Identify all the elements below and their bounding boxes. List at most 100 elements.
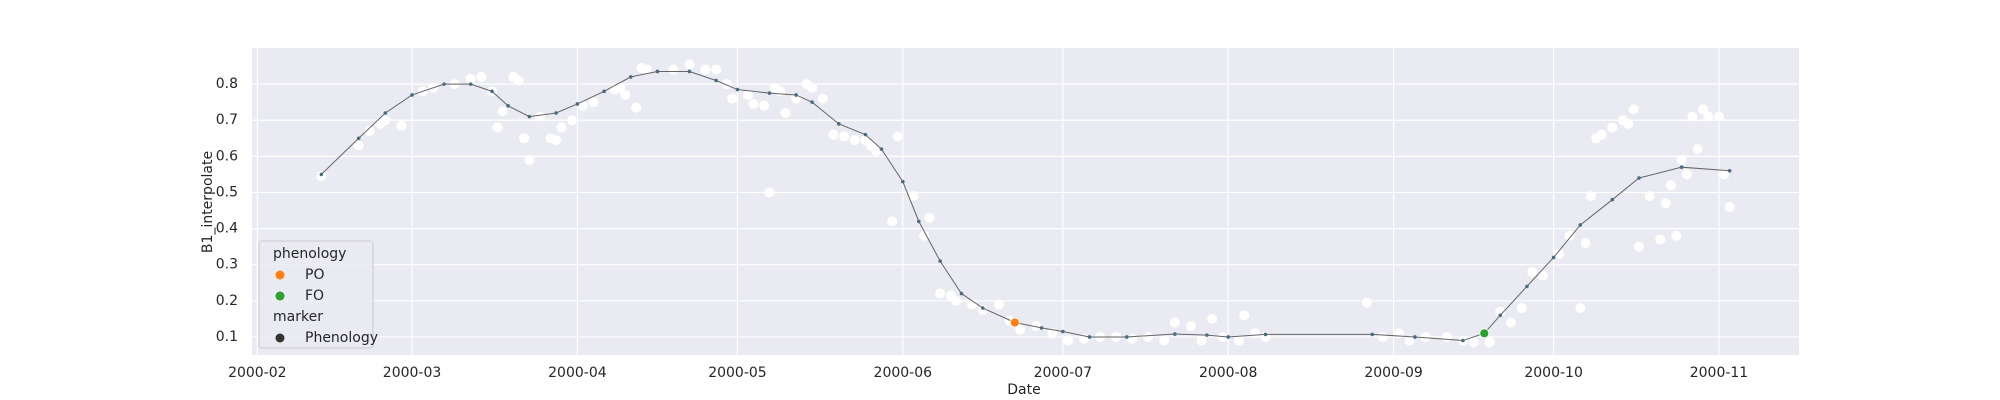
observation-point — [748, 98, 759, 109]
observation-point — [615, 82, 626, 93]
observation-point — [497, 106, 508, 117]
observation-point — [513, 75, 524, 86]
legend-label: PO — [305, 267, 324, 283]
observation-point — [908, 191, 919, 202]
legend-swatch — [275, 291, 285, 301]
interpolated-point — [527, 114, 532, 119]
observation-point — [556, 122, 567, 133]
observation-point — [364, 126, 375, 137]
interpolated-point — [628, 75, 633, 79]
interpolated-point — [506, 103, 510, 108]
observation-point — [1655, 234, 1666, 245]
observation-point — [316, 171, 327, 182]
x-tick-label: 2000-02 — [228, 365, 287, 381]
x-tick-label: 2000-09 — [1364, 365, 1423, 381]
legend-label: FO — [305, 288, 324, 304]
observation-point — [476, 71, 487, 82]
interpolated-point — [981, 306, 985, 310]
observation-point — [465, 73, 476, 84]
observation-point — [1575, 303, 1586, 314]
observation-point — [1665, 180, 1676, 191]
interpolated-point — [1413, 335, 1417, 339]
observation-point — [935, 288, 946, 299]
y-tick-label: 0.6 — [216, 148, 238, 164]
observation-point — [700, 64, 711, 75]
interpolated-point — [410, 93, 414, 97]
observation-point — [828, 129, 839, 140]
legend-label: Phenology — [305, 330, 378, 346]
observation-point — [492, 122, 503, 133]
interpolated-point — [836, 122, 841, 126]
interpolated-point — [575, 102, 580, 106]
legend-title: phenology — [273, 246, 346, 262]
legend-box — [258, 240, 374, 349]
interpolated-point — [863, 132, 868, 137]
observation-point — [759, 100, 770, 111]
observation-point — [1713, 111, 1724, 122]
phenology-point — [1009, 317, 1020, 328]
observation-point — [1585, 191, 1596, 202]
x-tick-label: 2000-05 — [708, 365, 767, 381]
observation-point — [1169, 317, 1180, 328]
interpolated-point — [655, 69, 660, 74]
observation-point — [1703, 111, 1714, 122]
y-axis-label: B1_interpolate — [200, 151, 216, 253]
observation-point — [1644, 191, 1655, 202]
y-tick-label: 0.7 — [216, 112, 238, 128]
observation-point — [380, 115, 391, 126]
observation-point — [1505, 317, 1516, 328]
observation-point — [1015, 324, 1026, 335]
observation-point — [849, 135, 860, 146]
observation-point — [1580, 238, 1591, 249]
y-tick-label: 0.5 — [216, 184, 238, 200]
interpolated-point — [879, 147, 884, 151]
observation-point — [577, 100, 588, 111]
observation-point — [641, 64, 652, 75]
observation-point — [1441, 331, 1452, 342]
x-tick-label: 2000-06 — [874, 365, 933, 381]
observation-point — [1484, 337, 1495, 348]
observation-point — [721, 79, 732, 90]
interpolated-point — [1039, 326, 1044, 330]
observation-point — [396, 120, 407, 131]
interpolated-point — [1205, 333, 1209, 337]
observation-point — [1207, 313, 1218, 324]
observation-point — [1393, 328, 1404, 339]
observation-point — [743, 89, 754, 100]
observation-point — [1687, 111, 1698, 122]
observation-point — [1196, 335, 1207, 346]
observation-point — [764, 187, 775, 198]
observation-point — [1495, 306, 1506, 317]
interpolated-point — [1087, 335, 1092, 339]
observation-point — [1623, 118, 1634, 129]
observation-point — [1719, 169, 1730, 180]
interpolated-point — [442, 82, 446, 86]
interpolated-point — [1525, 284, 1529, 289]
observation-point — [1468, 337, 1479, 348]
observation-point — [839, 131, 850, 142]
interpolated-point — [554, 111, 558, 115]
interpolated-point — [490, 89, 494, 94]
interpolated-point — [794, 93, 798, 97]
observation-point — [1047, 328, 1058, 339]
interpolated-point — [1061, 329, 1065, 334]
interpolated-point — [1637, 176, 1641, 180]
observation-point — [887, 216, 898, 227]
observation-point — [1377, 331, 1388, 342]
observation-point — [1660, 198, 1671, 209]
interpolated-point — [1610, 197, 1615, 202]
x-tick-label: 2000-08 — [1199, 365, 1258, 381]
observation-point — [1628, 104, 1639, 115]
interpolated-point — [901, 179, 905, 184]
observation-point — [1671, 230, 1682, 241]
observation-point — [1516, 303, 1527, 314]
observation-point — [1361, 297, 1372, 308]
observation-point — [1527, 266, 1538, 277]
observation-point — [684, 59, 695, 70]
interpolated-point — [1263, 332, 1268, 337]
interpolated-point — [1498, 313, 1503, 318]
interpolated-point — [959, 291, 964, 296]
y-tick-label: 0.1 — [216, 329, 238, 345]
interpolated-point — [383, 111, 388, 115]
observation-point — [727, 93, 738, 104]
